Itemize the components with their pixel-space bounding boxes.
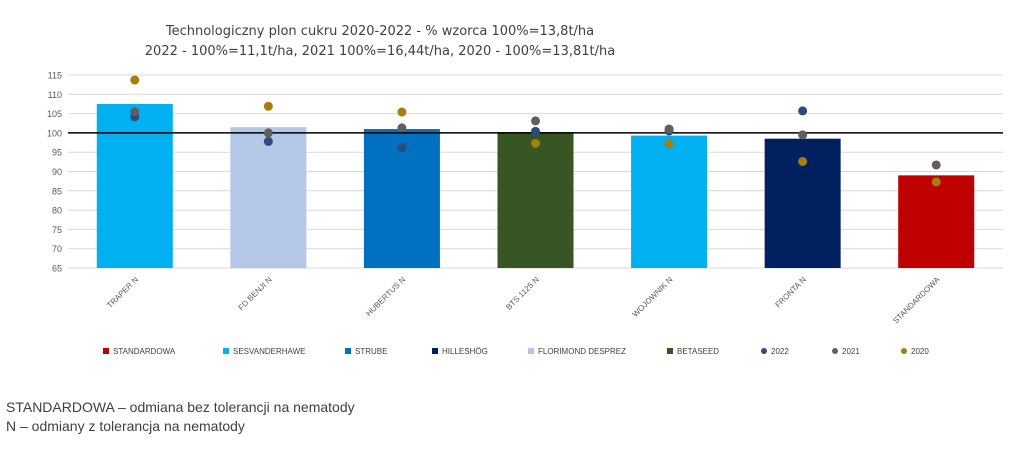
legend-marker: [901, 348, 907, 354]
y-tick-label: 80: [52, 206, 62, 216]
legend-label: 2020: [911, 347, 929, 356]
y-tick-label: 105: [47, 109, 62, 119]
data-point-2020: [397, 107, 407, 117]
legend-label: BETASEED: [677, 347, 719, 356]
legend-label: STRUBE: [355, 347, 387, 356]
legend-marker: [761, 348, 767, 354]
bar-chart: 65 70 75 80 85 90 95 100 105 110 115 TRAPER N FD BEN…: [47, 71, 1003, 356]
legend-label: STANDARDOWA: [113, 347, 176, 356]
note-n-varieties: N – odmiany z tolerancja na nematody: [6, 418, 245, 434]
data-point-2020: [664, 139, 674, 149]
legend-swatch: [345, 348, 351, 354]
chart-subtitle: 2022 - 100%=11,1t/ha, 2021 100%=16,44t/h…: [144, 44, 616, 59]
data-point-2020: [931, 177, 941, 187]
data-point-2021: [664, 124, 674, 134]
data-point-2021: [263, 128, 273, 138]
data-point-2020: [130, 75, 140, 85]
legend-label: FLORIMOND DESPREZ: [538, 347, 626, 356]
bar: [898, 175, 975, 268]
y-tick-label: 65: [52, 264, 62, 274]
legend-label: SESVANDERHAWE: [233, 347, 305, 356]
data-point-2022: [798, 106, 808, 116]
x-tick-label: TRAPER N: [105, 275, 140, 310]
legend-marker: [832, 348, 838, 354]
y-tick-label: 85: [52, 186, 62, 196]
y-tick-label: 115: [48, 71, 62, 81]
y-tick-label: 100: [47, 128, 62, 138]
data-point-2021: [931, 160, 941, 170]
data-point-2022: [263, 136, 273, 146]
chart-title: Technologiczny plon cukru 2020-2022 - % …: [165, 24, 595, 39]
data-point-2021: [798, 130, 808, 140]
legend-label: HILLESHÖG: [442, 347, 488, 356]
bar: [497, 132, 574, 268]
x-tick-label: FRONTA N: [774, 275, 809, 310]
legend-swatch: [223, 348, 229, 354]
legend-swatch: [103, 348, 109, 354]
data-point-2022: [397, 143, 407, 153]
x-tick-label: FD BENJI N: [237, 275, 274, 312]
x-tick-label: HUBERTUS N: [364, 275, 407, 318]
x-tick-label: STANDARDOWA: [891, 275, 942, 326]
bar: [96, 103, 173, 268]
data-point-2021: [397, 123, 407, 133]
y-tick-label: 70: [52, 244, 62, 254]
legend-swatch: [432, 348, 438, 354]
data-point-2020: [263, 101, 273, 111]
x-tick-label: WOJOWNIK N: [631, 275, 675, 319]
bar: [363, 129, 440, 268]
legend-label: 2022: [771, 347, 789, 356]
data-point-2022: [531, 126, 540, 136]
y-tick-label: 75: [52, 225, 62, 235]
bar: [230, 127, 307, 268]
data-point-2021: [531, 116, 540, 126]
data-point-2020: [798, 156, 808, 166]
legend-swatch: [528, 348, 534, 354]
legend-label: 2021: [842, 347, 860, 356]
y-tick-label: 95: [52, 148, 62, 158]
y-tick-label: 90: [52, 167, 62, 177]
data-point-2020: [531, 138, 540, 148]
note-standardowa: STANDARDOWA – odmiana bez tolerancji na …: [6, 399, 355, 415]
y-tick-label: 110: [48, 90, 62, 100]
x-tick-label: BTS 1125 N: [504, 275, 541, 312]
bar: [631, 135, 708, 268]
data-point-2021: [130, 107, 140, 117]
legend-swatch: [667, 348, 673, 354]
